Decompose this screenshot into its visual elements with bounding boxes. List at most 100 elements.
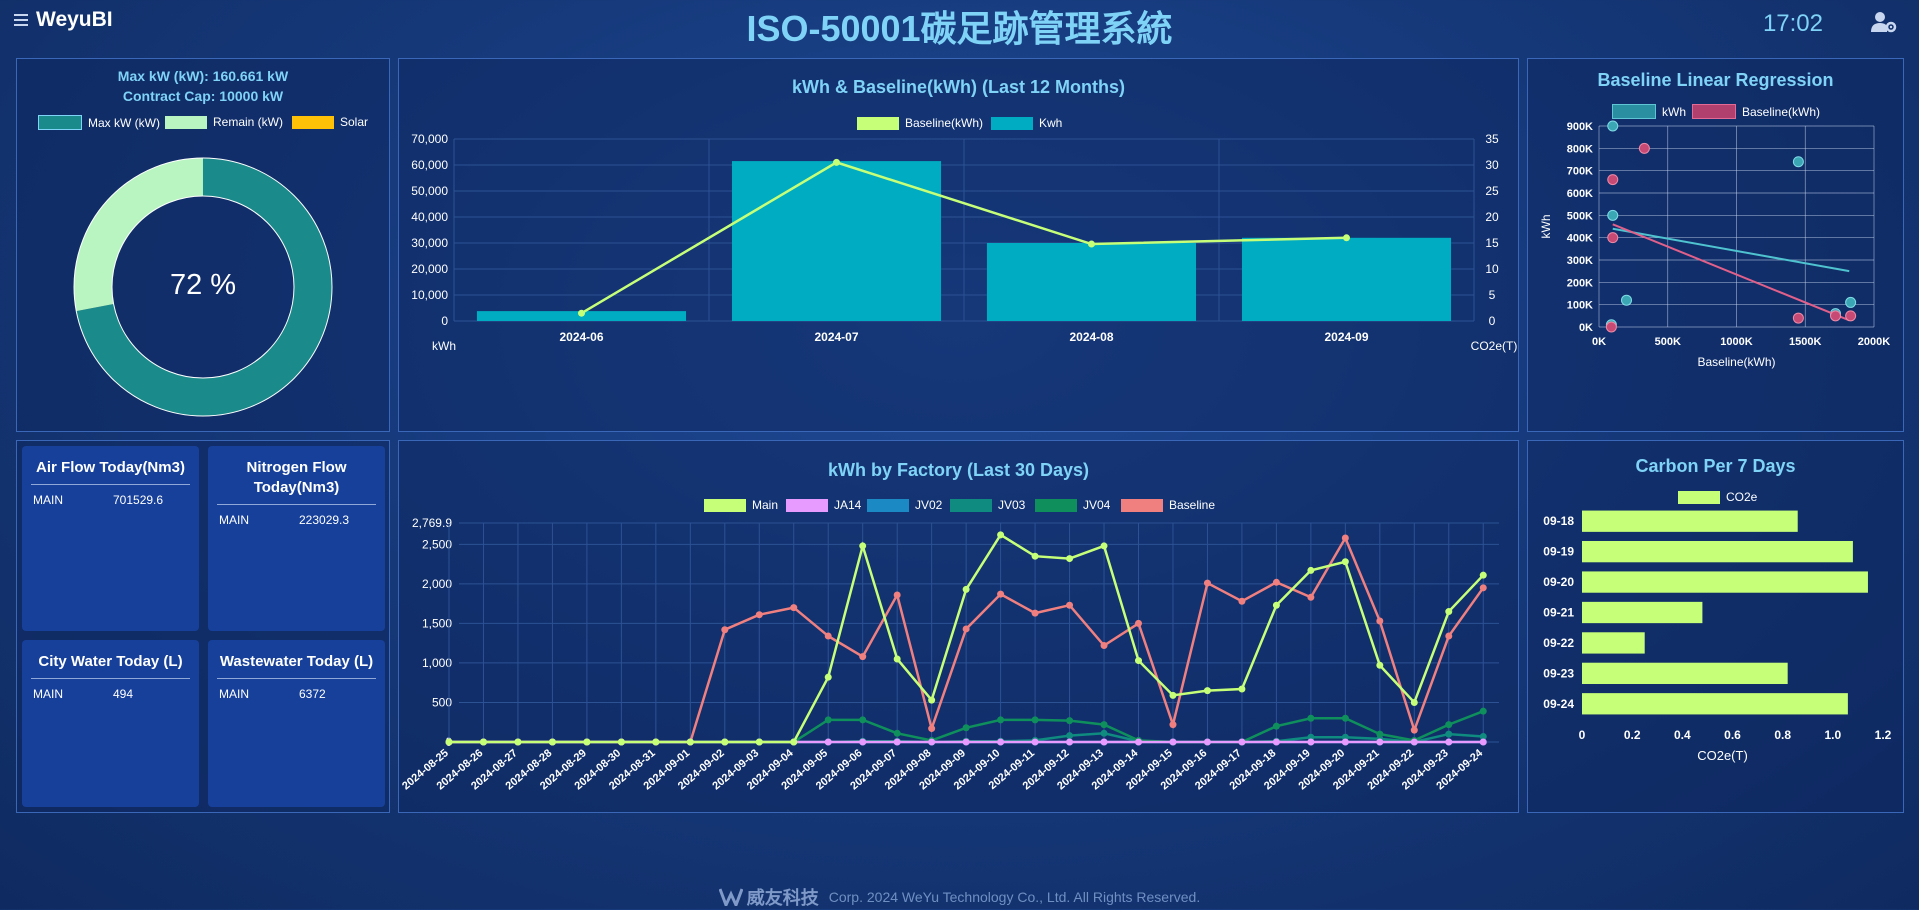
legend-label: Baseline(kWh) — [905, 116, 984, 130]
series-point — [824, 738, 832, 746]
y-tick-label: 1,000 — [422, 656, 452, 670]
series-point — [1100, 738, 1108, 746]
page-title: ISO-50001碳足跡管理系統 — [746, 8, 1173, 49]
scatter-point — [1621, 294, 1632, 306]
series-point — [1031, 716, 1039, 724]
flow-card-wastewater: Wastewater Today (L) MAIN 6372 — [208, 640, 385, 807]
legend-baseline[interactable]: Baseline — [1121, 498, 1215, 512]
series-point — [583, 738, 591, 746]
y-tick-label: 300K — [1567, 255, 1593, 267]
legend-label: JV02 — [915, 498, 943, 512]
series-point — [1066, 717, 1074, 725]
company-logo-icon — [718, 888, 743, 906]
series-point — [721, 626, 729, 634]
series-point — [1341, 534, 1349, 542]
legend-jv03[interactable]: JV03 — [950, 498, 1025, 512]
x-tick-label: 1.0 — [1824, 728, 1841, 742]
footer-brand-label: 威友科技 — [746, 888, 819, 908]
co2e-bar — [1582, 662, 1788, 685]
flow-meter-value: 6372 — [299, 687, 326, 701]
legend-kwh[interactable]: Kwh — [991, 116, 1062, 130]
kwh-bar — [731, 161, 942, 321]
factory-chart: 05001,0001,5002,0002,5002,769.92024-08-2… — [400, 516, 1499, 792]
y2-axis-label: CO2e(T) — [1471, 339, 1518, 353]
series-point — [1479, 584, 1487, 592]
series-point — [859, 716, 867, 724]
y-tick-label: 0K — [1579, 322, 1593, 334]
baseline-point — [833, 158, 840, 166]
legend-reg-baseline[interactable]: Baseline(kWh) — [1692, 104, 1820, 119]
scatter-point — [1845, 310, 1857, 322]
series-point — [617, 738, 625, 746]
series-point — [790, 604, 798, 612]
contract-cap-label: Contract Cap: 10000 kW — [122, 88, 284, 104]
monthly-chart-title: kWh & Baseline(kWh) (Last 12 Months) — [791, 77, 1126, 97]
legend-jv02[interactable]: JV02 — [867, 498, 942, 512]
series-point — [1307, 566, 1315, 574]
x-tick-label: 0K — [1592, 336, 1606, 348]
flow-meter-name: MAIN — [33, 493, 63, 507]
legend-label: Kwh — [1039, 116, 1063, 130]
flows-panel: Air Flow Today(Nm3) MAIN 701529.6 Nitroge… — [16, 440, 390, 813]
scatter-point — [1845, 296, 1857, 308]
donut-slice-max-kw — [76, 158, 332, 416]
legend-swatch — [786, 498, 828, 512]
legend-solar[interactable]: Solar — [292, 115, 368, 129]
legend-swatch — [1612, 104, 1656, 119]
legend-swatch — [292, 115, 334, 129]
series-point — [1169, 738, 1177, 746]
series-point — [1445, 632, 1453, 640]
y-tick-label: 09-22 — [1543, 636, 1574, 650]
legend-jv04[interactable]: JV04 — [1035, 498, 1110, 512]
max-kw-panel: Max kW (kW): 160.661 kW Contract Cap: 10… — [16, 58, 390, 432]
series-point — [514, 738, 522, 746]
legend-ja14[interactable]: JA14 — [786, 498, 861, 512]
series-point — [1066, 738, 1074, 746]
y-tick-label: 70,000 — [411, 132, 448, 146]
flow-card-title: Nitrogen Flow Today(Nm3) — [217, 458, 376, 505]
x-tick-label: 2024-09 — [1324, 330, 1368, 344]
x-tick-label: 2024-06 — [559, 330, 603, 344]
carbon-chart: 09-18 09-19 09-20 09-21 09-22 09-23 09-24 0 0.2 0… — [1543, 510, 1892, 763]
legend-co2e[interactable]: CO2e — [1678, 490, 1757, 504]
y-tick-label: 50,000 — [411, 184, 448, 198]
legend-main[interactable]: Main — [704, 498, 778, 512]
x-tick-label: 1500K — [1789, 336, 1821, 348]
legend-swatch — [1678, 490, 1720, 504]
baseline-point — [1088, 240, 1095, 248]
series-point — [1100, 729, 1108, 737]
y-axis-label: kWh — [1539, 215, 1553, 239]
monthly-chart: 0 10,000 20,000 30,000 40,000 50,000 60,000 70,… — [411, 132, 1518, 353]
kwh-bar — [1241, 237, 1452, 321]
legend-remain[interactable]: Remain (kW) — [165, 115, 283, 129]
app-brand[interactable]: WeyuBI — [14, 8, 113, 32]
series-point — [859, 542, 867, 550]
y-tick-label: 09-21 — [1543, 606, 1574, 620]
series-point — [928, 696, 936, 704]
copyright-text: Corp. 2024 WeYu Technology Co., Ltd. All… — [828, 889, 1201, 905]
menu-icon[interactable] — [14, 14, 28, 26]
series-point — [1100, 721, 1108, 729]
flow-meter-name: MAIN — [33, 687, 63, 701]
series-point — [445, 738, 453, 746]
series-point — [1272, 578, 1280, 586]
donut-inner-ring — [111, 195, 295, 379]
series-point — [1135, 738, 1142, 746]
series-point — [1135, 619, 1142, 627]
legend-swatch — [1035, 498, 1077, 512]
y-tick-label: 09-18 — [1543, 514, 1574, 528]
y2-tick-label: 0 — [1489, 314, 1496, 328]
x-tick-label: 1000K — [1720, 336, 1752, 348]
series-point — [893, 591, 901, 599]
user-settings-icon[interactable] — [1871, 10, 1897, 39]
regression-panel: Baseline Linear Regression kWh Baseline(… — [1527, 58, 1904, 432]
series-point — [1031, 552, 1039, 560]
legend-reg-kwh[interactable]: kWh — [1612, 104, 1686, 119]
legend-max-kw[interactable]: Max kW (kW) — [38, 115, 160, 130]
donut-chart: 72 % — [73, 157, 333, 417]
y-tick-label: 09-23 — [1543, 666, 1574, 680]
legend-baseline[interactable]: Baseline(kWh) — [857, 116, 983, 130]
series-point — [1410, 726, 1418, 734]
series-point — [1479, 732, 1487, 740]
series-point — [1203, 738, 1211, 746]
